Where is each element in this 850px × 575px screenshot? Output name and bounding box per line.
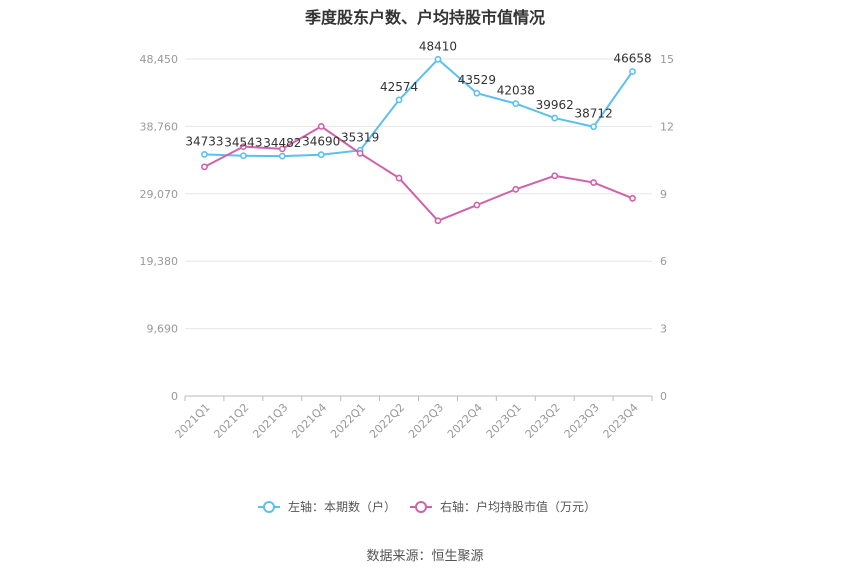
right-tick-label: 6 [660, 255, 667, 268]
legend-label: 右轴：户均持股市值（万元） [440, 499, 596, 514]
data-point [473, 89, 481, 97]
right-axis-ticks: 0 3 6 9 12 15 [660, 53, 674, 403]
x-tick-label: 2022Q4 [445, 401, 485, 441]
legend-label: 左轴：本期数（户） [288, 499, 396, 514]
series-line-2 [203, 125, 633, 222]
series-line-1 [204, 57, 634, 158]
left-axis-ticks: 0 9,690 19,380 29,070 38,760 48,450 [140, 53, 179, 403]
data-point [551, 114, 559, 122]
left-tick-label: 38,760 [140, 120, 179, 133]
data-point [201, 163, 208, 171]
data-labels: 34733 34543 34482 34690 35319 42574 48410 43529… [185, 39, 651, 150]
data-point [201, 151, 208, 158]
data-point [317, 151, 325, 159]
series-lines [201, 55, 636, 225]
right-tick-label: 3 [660, 323, 667, 336]
legend: 左轴：本期数（户） 右轴：户均持股市值（万元） [258, 499, 596, 514]
right-tick-label: 15 [660, 53, 674, 66]
data-point [473, 201, 481, 209]
x-tick-label: 2023Q3 [562, 401, 602, 441]
left-tick-label: 9,690 [147, 323, 179, 336]
data-label: 43529 [458, 73, 496, 87]
data-point [551, 172, 559, 180]
data-point [512, 185, 520, 193]
x-tick-label: 2022Q3 [406, 401, 446, 441]
x-tick-label: 2023Q2 [523, 401, 563, 441]
data-point [356, 149, 364, 157]
right-tick-label: 12 [660, 120, 674, 133]
data-point [629, 194, 636, 202]
data-label: 35319 [341, 130, 379, 144]
data-point [239, 152, 247, 160]
x-tick-label: 2022Q1 [328, 401, 368, 441]
data-label: 34733 [185, 134, 223, 148]
data-point [395, 96, 403, 104]
data-label: 42038 [497, 84, 535, 98]
left-tick-label: 0 [171, 390, 178, 403]
data-label: 46658 [613, 51, 651, 65]
legend-marker [263, 501, 275, 513]
data-point [239, 143, 247, 151]
data-label: 48410 [419, 39, 457, 53]
data-point [434, 217, 442, 225]
data-point [512, 100, 520, 107]
data-point [278, 152, 286, 160]
right-tick-label: 9 [660, 188, 667, 201]
chart-title: 季度股东户数、户均持股市值情况 [304, 8, 545, 27]
data-label: 38712 [575, 107, 613, 121]
data-point [395, 174, 403, 182]
x-tick-label: 2021Q4 [289, 401, 329, 441]
data-source: 数据来源：恒生聚源 [366, 549, 484, 564]
legend-marker [415, 501, 427, 513]
data-point [590, 123, 598, 131]
x-tick-label: 2023Q1 [484, 401, 524, 441]
data-point [434, 55, 442, 63]
right-tick-label: 0 [660, 390, 667, 403]
x-tick-label: 2021Q1 [173, 401, 213, 441]
x-tick-label: 2021Q3 [250, 401, 290, 441]
data-label: 39962 [536, 98, 574, 112]
x-axis-ticks: 2021Q12021Q22021Q32021Q42022Q12022Q22022… [173, 396, 653, 441]
data-label: 42574 [380, 80, 418, 94]
data-point [278, 145, 286, 153]
data-point [317, 123, 325, 130]
x-tick-label: 2022Q2 [367, 401, 407, 441]
left-tick-label: 29,070 [140, 188, 179, 201]
data-label: 34543 [224, 136, 262, 150]
data-point [629, 68, 636, 75]
left-tick-label: 48,450 [140, 53, 179, 66]
data-label: 34690 [302, 135, 340, 149]
data-point [590, 179, 598, 186]
left-tick-label: 19,380 [140, 255, 179, 268]
x-tick-label: 2023Q4 [601, 401, 641, 441]
x-tick-label: 2021Q2 [211, 401, 251, 441]
data-label: 34482 [263, 136, 301, 150]
